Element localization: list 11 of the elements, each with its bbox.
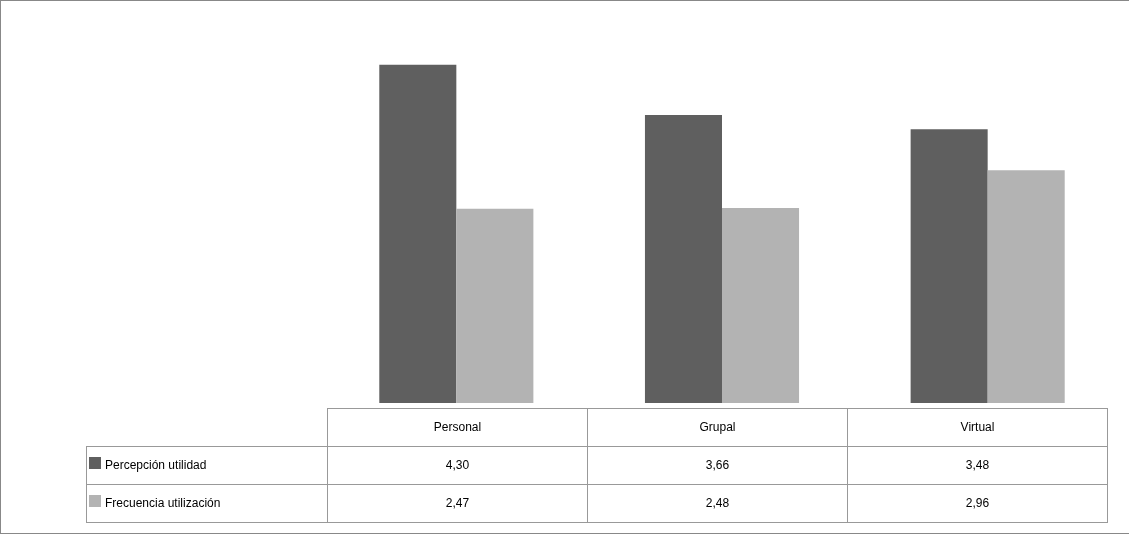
- data-label: 4,30: [327, 446, 588, 485]
- data-label: 3,66: [587, 446, 848, 485]
- legend-label: Percepción utilidad: [86, 446, 328, 485]
- legend-label: Frecuencia utilización: [86, 484, 328, 523]
- x-tick-label: Personal: [327, 408, 588, 447]
- data-label: 2,96: [847, 484, 1108, 523]
- x-tick-label: Grupal: [587, 408, 848, 447]
- data-label: 3,48: [847, 446, 1108, 485]
- data-label: 2,47: [327, 484, 588, 523]
- x-tick-label: Virtual: [847, 408, 1108, 447]
- data-label: 2,48: [587, 484, 848, 523]
